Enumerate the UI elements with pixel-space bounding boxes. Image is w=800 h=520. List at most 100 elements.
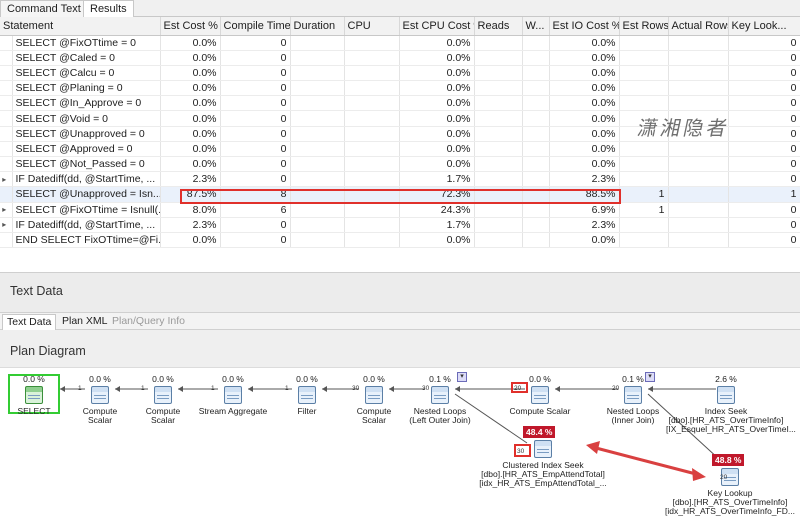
node-cost: 0.0 % bbox=[152, 374, 174, 384]
tab-text-data[interactable]: Text Data bbox=[2, 314, 57, 330]
table-row[interactable]: SELECT @Unapproved = Isn... 87.5% 8 72.3% 88… bbox=[0, 186, 800, 203]
plan-node-nested-loops-inner[interactable]: 0.1 % Nested Loops (Inner Join) bbox=[598, 374, 668, 432]
tab-plan-xml[interactable]: Plan XML bbox=[62, 315, 108, 327]
watermark: 潇湘隐者 bbox=[635, 116, 733, 140]
table-row[interactable]: SELECT @Calcu = 0 0.0% 0 0.0% 0.0% 0 bbox=[0, 65, 800, 82]
plan-node-compute-scalar-4[interactable]: 0.0 % Compute Scalar bbox=[505, 374, 575, 422]
cell-est-cost: 0.0% bbox=[160, 126, 221, 142]
col-cpu[interactable]: CPU bbox=[344, 17, 400, 36]
cell-statement: SELECT @Unapproved = 0 bbox=[12, 126, 161, 142]
row-expander-icon[interactable]: ▸ bbox=[0, 171, 13, 188]
cell-cpu bbox=[344, 35, 400, 51]
cell-est-cost: 0.0% bbox=[160, 65, 221, 82]
col-est-io-cost[interactable]: Est IO Cost % bbox=[549, 17, 620, 36]
table-row[interactable]: SELECT @In_Approve = 0 0.0% 0 0.0% 0.0% 0 bbox=[0, 95, 800, 112]
col-reads[interactable]: Reads bbox=[474, 17, 523, 36]
cell-duration bbox=[290, 141, 345, 158]
table-row[interactable]: SELECT @Approved = 0 0.0% 0 0.0% 0.0% 0 bbox=[0, 141, 800, 158]
cell-est-rows bbox=[619, 80, 669, 97]
table-row[interactable]: ▸ IF Datediff(dd, @StartTime, ... 2.3% 0 1.7… bbox=[0, 171, 800, 188]
table-row[interactable]: END SELECT FixOTtime=@Fi... 0.0% 0 0.0% 0.0%… bbox=[0, 232, 800, 249]
plan-node-index-seek[interactable]: 2.6 % Index Seek [dbo].[HR_ATS_OverTimeIn… bbox=[666, 374, 796, 442]
table-row[interactable]: SELECT @Caled = 0 0.0% 0 0.0% 0.0% 0 bbox=[0, 50, 800, 66]
node-dropdown-icon[interactable]: ▾ bbox=[645, 372, 655, 382]
cell-duration bbox=[290, 217, 345, 233]
cell-reads bbox=[474, 110, 523, 127]
cell-key-lookups: 0 bbox=[728, 156, 800, 173]
node-label: Filter bbox=[297, 406, 317, 416]
table-row[interactable]: SELECT @Unapproved = 0 0.0% 0 0.0% 0.0% 0 bbox=[0, 126, 800, 142]
col-est-rows[interactable]: Est Rows bbox=[619, 17, 669, 36]
cell-est-io-cost: 0.0% bbox=[549, 232, 620, 249]
row-expander-icon bbox=[0, 95, 13, 112]
tab-command-text[interactable]: Command Text bbox=[0, 0, 88, 17]
node-label: Index Seek [dbo].[HR_ATS_OverTimeInfo] [IX… bbox=[666, 406, 796, 434]
plan-node-filter[interactable]: 0.0 % Filter bbox=[282, 374, 332, 422]
node-cost: 0.0 % bbox=[363, 374, 385, 384]
cell-duration bbox=[290, 95, 345, 112]
cell-est-io-cost: 0.0% bbox=[549, 110, 620, 127]
col-est-cost[interactable]: Est Cost % bbox=[160, 17, 221, 36]
col-duration[interactable]: Duration bbox=[290, 17, 345, 36]
cell-est-io-cost: 2.3% bbox=[549, 171, 620, 188]
plan-node-compute-scalar-1[interactable]: 0.0 % Compute Scalar bbox=[70, 374, 130, 425]
cell-est-cpu-cost: 1.7% bbox=[399, 217, 475, 233]
plan-node-select[interactable]: 0.0 % SELECT bbox=[9, 374, 59, 422]
col-key-lookups[interactable]: Key Look... bbox=[728, 17, 800, 36]
plan-node-nested-loops-left-outer[interactable]: 0.1 % Nested Loops (Left Outer Join) bbox=[405, 374, 475, 432]
row-expander-icon[interactable]: ▸ bbox=[0, 202, 13, 218]
plan-node-key-lookup[interactable]: Key Lookup [dbo].[HR_ATS_OverTimeInfo] [id… bbox=[665, 456, 795, 516]
table-row[interactable]: ▸ SELECT @FixOTtime = Isnull(... 8.0% 6 24.3… bbox=[0, 202, 800, 218]
plan-node-compute-scalar-3[interactable]: 0.0 % Compute Scalar bbox=[344, 374, 404, 425]
stream-aggregate-icon bbox=[224, 386, 242, 404]
cell-cpu bbox=[344, 110, 400, 127]
row-expander-icon bbox=[0, 80, 13, 97]
table-row[interactable]: SELECT @Void = 0 0.0% 0 0.0% 0.0% 0 bbox=[0, 110, 800, 127]
row-expander-icon bbox=[0, 126, 13, 142]
cell-duration bbox=[290, 126, 345, 142]
plan-node-compute-scalar-2[interactable]: 0.0 % Compute Scalar bbox=[133, 374, 193, 425]
node-dropdown-icon[interactable]: ▾ bbox=[457, 372, 467, 382]
node-cost: 2.6 % bbox=[715, 374, 737, 384]
cell-est-rows: 1 bbox=[619, 202, 669, 218]
col-writes[interactable]: W... bbox=[522, 17, 550, 36]
row-count: 30 bbox=[422, 385, 430, 392]
plan-node-clustered-index-seek[interactable]: Clustered Index Seek [dbo].[HR_ATS_EmpAtt… bbox=[478, 428, 608, 488]
cell-compile-time: 0 bbox=[220, 110, 291, 127]
cell-actual-rows bbox=[668, 171, 729, 188]
cell-est-io-cost: 0.0% bbox=[549, 35, 620, 51]
cell-est-cost: 87.5% bbox=[160, 186, 221, 203]
row-expander-icon[interactable]: ▸ bbox=[0, 217, 13, 233]
table-row[interactable]: SELECT @FixOTtime = 0 0.0% 0 0.0% 0.0% 0 bbox=[0, 35, 800, 51]
tab-results[interactable]: Results bbox=[83, 0, 134, 18]
cell-key-lookups: 0 bbox=[728, 171, 800, 188]
node-label: Clustered Index Seek [dbo].[HR_ATS_EmpAtt… bbox=[479, 460, 607, 488]
cell-statement: IF Datediff(dd, @StartTime, ... bbox=[12, 171, 161, 188]
col-est-cpu-cost[interactable]: Est CPU Cost % bbox=[399, 17, 475, 36]
cell-actual-rows bbox=[668, 186, 729, 203]
row-expander-icon bbox=[0, 232, 13, 249]
cell-reads bbox=[474, 186, 523, 203]
cell-est-rows: 1 bbox=[619, 186, 669, 203]
cell-est-rows bbox=[619, 95, 669, 112]
col-statement[interactable]: Statement bbox=[0, 17, 161, 36]
table-row[interactable]: ▸ IF Datediff(dd, @StartTime, ... 2.3% 0 1.7… bbox=[0, 217, 800, 233]
table-row[interactable]: SELECT @Not_Passed = 0 0.0% 0 0.0% 0.0% 0 bbox=[0, 156, 800, 173]
plan-node-stream-aggregate[interactable]: 0.0 % Stream Aggregate bbox=[198, 374, 268, 422]
col-compile-time[interactable]: Compile Time bbox=[220, 17, 291, 36]
compute-scalar-icon bbox=[91, 386, 109, 404]
node-label: Key Lookup [dbo].[HR_ATS_OverTimeInfo] [id… bbox=[665, 488, 795, 516]
cell-cpu bbox=[344, 126, 400, 142]
table-row[interactable]: SELECT @Planing = 0 0.0% 0 0.0% 0.0% 0 bbox=[0, 80, 800, 97]
cell-compile-time: 0 bbox=[220, 126, 291, 142]
cell-cpu bbox=[344, 186, 400, 203]
cell-actual-rows bbox=[668, 35, 729, 51]
tab-plan-query-info: Plan/Query Info bbox=[112, 315, 185, 327]
row-count: 1 bbox=[211, 385, 215, 392]
col-actual-rows[interactable]: Actual Rows bbox=[668, 17, 729, 36]
cell-est-io-cost: 2.3% bbox=[549, 217, 620, 233]
cell-actual-rows bbox=[668, 126, 729, 142]
cell-reads bbox=[474, 171, 523, 188]
cell-est-rows bbox=[619, 65, 669, 82]
cost-badge-clustered-seek: 48.4 % bbox=[523, 426, 556, 438]
